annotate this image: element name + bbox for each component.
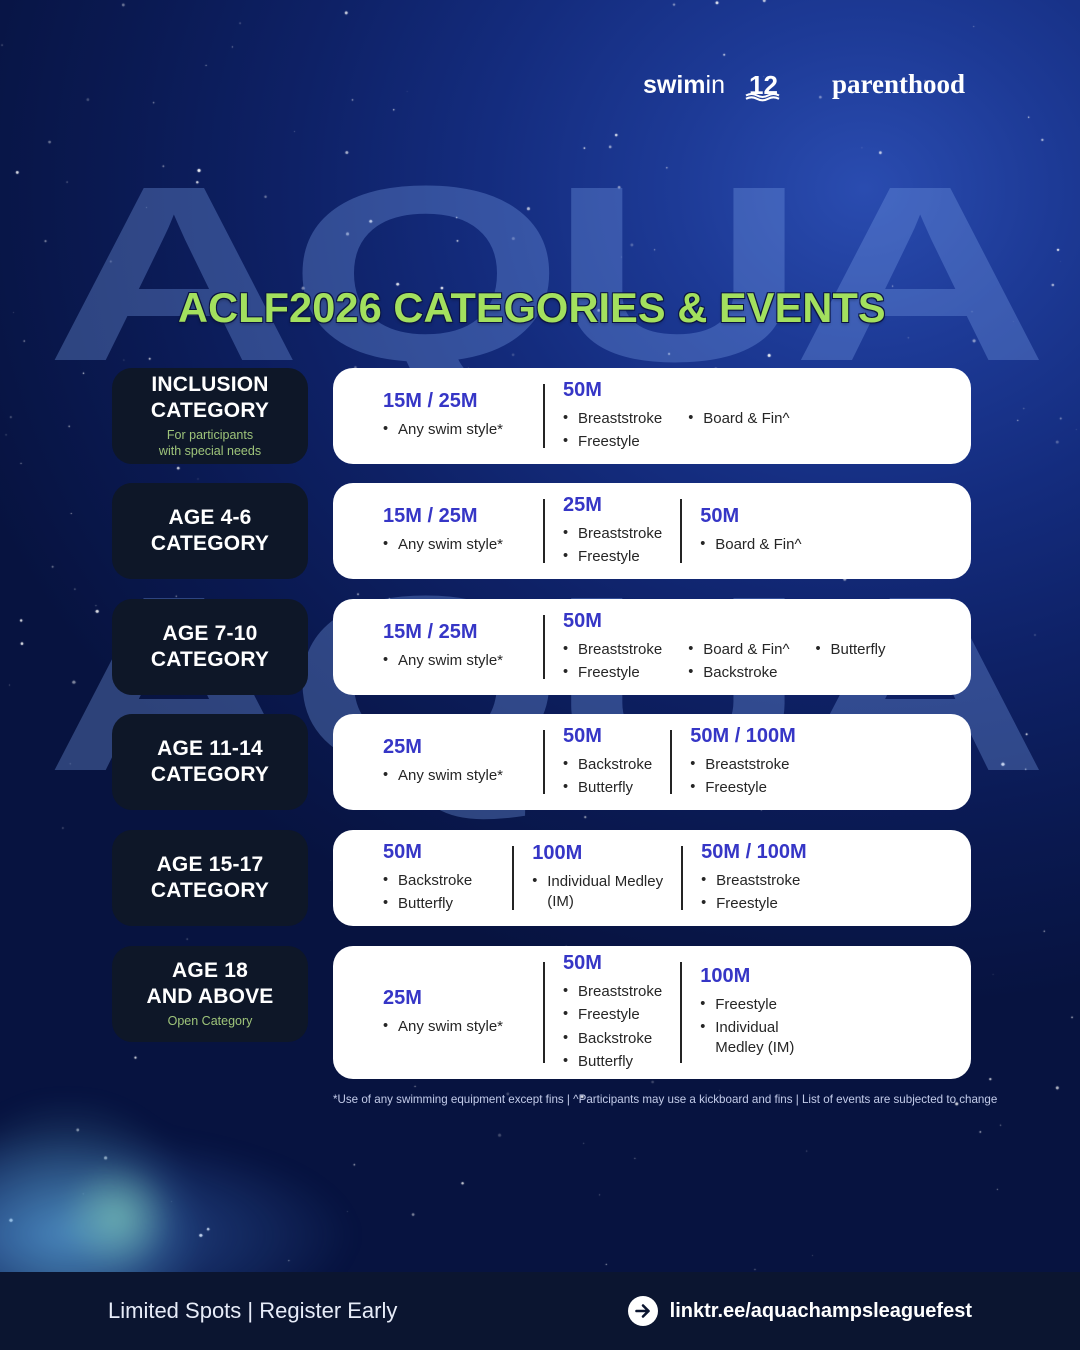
svg-text:12: 12	[749, 70, 778, 100]
svg-text:swimin: swimin	[643, 71, 725, 99]
svg-text:parenthood: parenthood	[832, 69, 965, 99]
